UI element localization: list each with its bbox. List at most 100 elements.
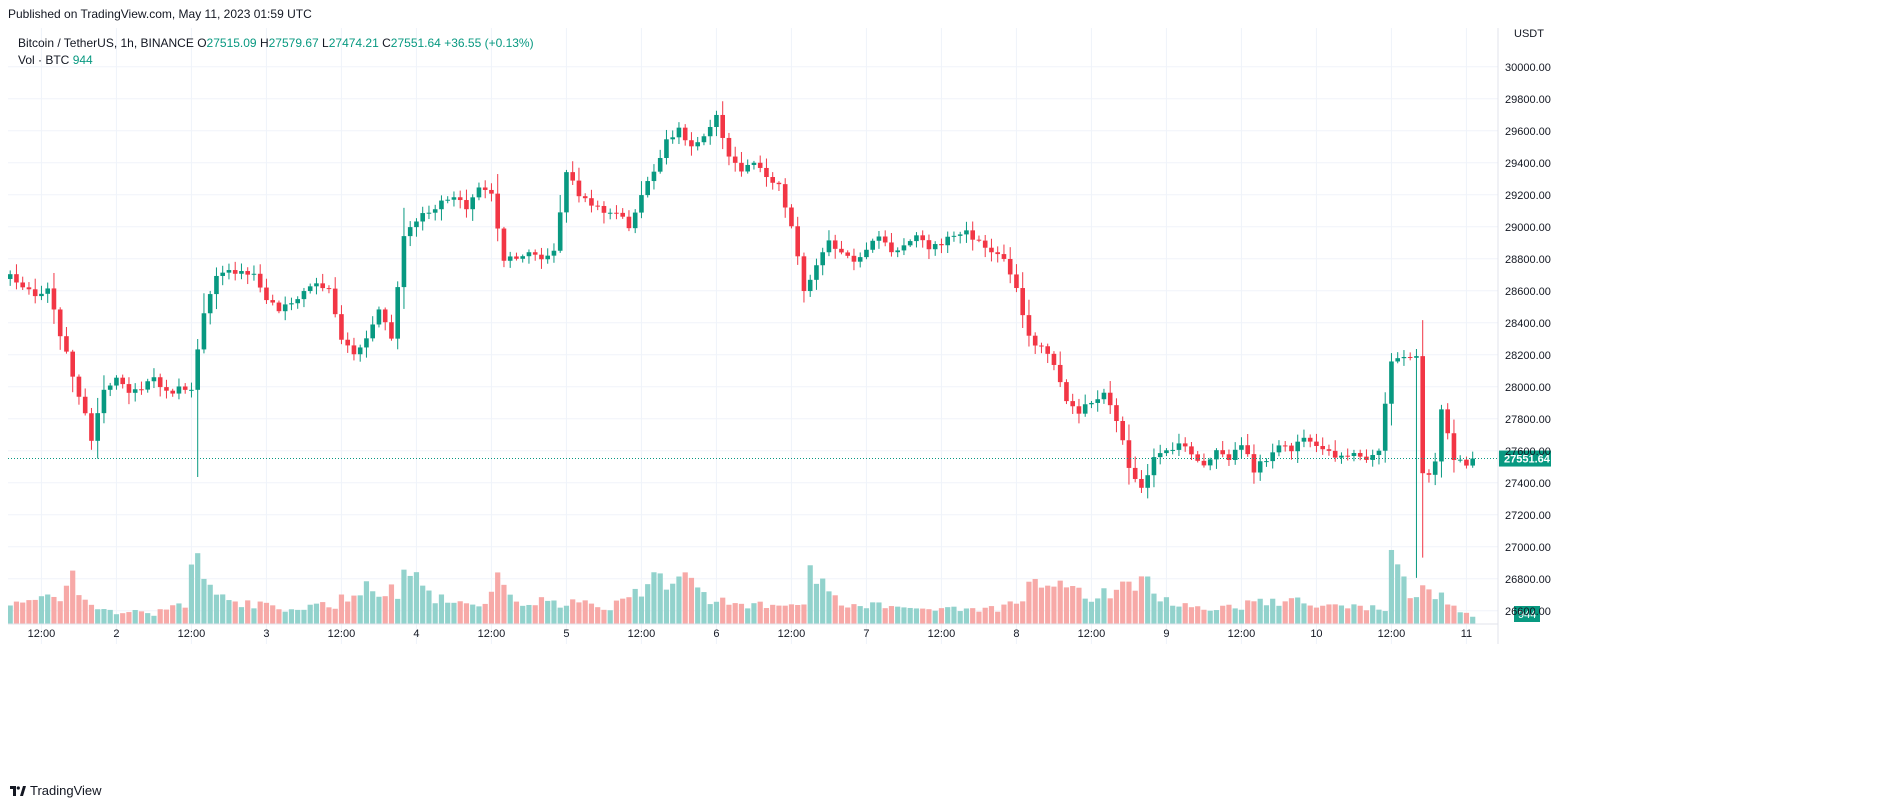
volume-bar bbox=[757, 601, 763, 624]
volume-bar bbox=[376, 596, 382, 624]
volume-bar bbox=[476, 606, 482, 624]
volume-bar bbox=[1457, 612, 1463, 624]
x-tick-label: 3 bbox=[263, 628, 269, 640]
volume-bar bbox=[1320, 605, 1326, 624]
y-tick-label: 28800.00 bbox=[1505, 254, 1551, 266]
volume-bar bbox=[813, 583, 820, 624]
x-tick-label: 12:00 bbox=[178, 628, 206, 640]
candle-body bbox=[1232, 449, 1238, 461]
volume-bar bbox=[607, 610, 613, 624]
volume-bar bbox=[1063, 587, 1070, 624]
candle-body bbox=[432, 209, 438, 213]
x-tick-label: 10 bbox=[1310, 628, 1322, 640]
tradingview-logo[interactable]: TradingView bbox=[10, 783, 102, 798]
candle-body bbox=[464, 200, 469, 210]
x-tick-label: 4 bbox=[413, 628, 419, 640]
volume-bar bbox=[1295, 597, 1301, 624]
volume-bar bbox=[13, 601, 20, 624]
volume-bar bbox=[657, 573, 663, 624]
candle-body bbox=[1132, 467, 1138, 479]
volume-bar bbox=[1138, 576, 1145, 624]
volume-bar bbox=[888, 606, 895, 624]
legend-low-label: L bbox=[322, 36, 329, 50]
candle-body bbox=[607, 212, 613, 214]
volume-bar bbox=[1213, 610, 1220, 624]
volume-bar bbox=[601, 609, 607, 624]
candle-body bbox=[1070, 401, 1075, 407]
candle-body bbox=[1045, 346, 1050, 354]
volume-bar bbox=[857, 606, 863, 624]
candle-body bbox=[1176, 443, 1182, 450]
volume-bar bbox=[107, 609, 113, 624]
candle-body bbox=[1270, 452, 1275, 462]
legend-low-value: 27474.21 bbox=[328, 36, 379, 50]
volume-bar bbox=[870, 602, 876, 624]
volume-bar bbox=[1195, 606, 1201, 624]
candle-body bbox=[1301, 437, 1307, 442]
volume-bar bbox=[688, 577, 695, 624]
volume-bar bbox=[95, 609, 101, 624]
volume-bar bbox=[582, 600, 588, 624]
volume-bar bbox=[595, 607, 601, 624]
axes[interactable]: 26600.00 26800.00 27000.00 27200.00 27400.00… bbox=[8, 28, 1551, 644]
volume-bar bbox=[1163, 597, 1170, 624]
candle-body bbox=[376, 309, 382, 325]
candle-body bbox=[632, 212, 638, 229]
volume-bar bbox=[1038, 587, 1045, 624]
volume-bar bbox=[1051, 586, 1057, 624]
x-tick-label: 12:00 bbox=[928, 628, 956, 640]
candle-body bbox=[1051, 353, 1057, 365]
volume-bar bbox=[213, 594, 220, 624]
volume-bar bbox=[1032, 578, 1038, 624]
candle-body bbox=[1314, 441, 1319, 446]
volume-bar bbox=[620, 598, 626, 624]
candle-body bbox=[489, 189, 494, 194]
candle-body bbox=[239, 271, 244, 274]
candle-body bbox=[982, 240, 988, 248]
candle-body bbox=[82, 396, 88, 414]
volume-bar bbox=[270, 605, 276, 624]
candle-body bbox=[1032, 335, 1038, 346]
candle-body bbox=[1420, 356, 1425, 474]
y-tick-label: 28600.00 bbox=[1505, 286, 1551, 298]
candle-body bbox=[857, 257, 863, 262]
volume-bar bbox=[432, 603, 438, 624]
candle-body bbox=[401, 236, 407, 288]
candle-body bbox=[20, 282, 25, 288]
volume-bar bbox=[782, 605, 788, 624]
tradingview-brand: TradingView bbox=[30, 783, 102, 798]
legend-high-value: 27579.67 bbox=[268, 36, 319, 50]
candle-body bbox=[1282, 445, 1288, 447]
candle-body bbox=[714, 114, 719, 127]
y-tick-label: 27400.00 bbox=[1505, 478, 1551, 490]
candle-body bbox=[139, 389, 144, 391]
candle-body bbox=[995, 252, 1000, 255]
volume-bar bbox=[882, 608, 888, 624]
volume-bar bbox=[413, 572, 420, 624]
candle-body bbox=[451, 197, 457, 200]
volume-bar bbox=[720, 597, 726, 624]
volume-bar bbox=[357, 595, 363, 624]
candle-body bbox=[776, 182, 782, 185]
volume-bar bbox=[526, 604, 532, 624]
candle-body bbox=[501, 228, 507, 261]
candle-body bbox=[595, 205, 600, 207]
chart-area[interactable]: 27551.64 944 26600.00 26800.00 27000.00 2720… bbox=[7, 28, 1876, 772]
legend-volume-label: Vol · BTC bbox=[18, 53, 70, 67]
volume-bar bbox=[588, 603, 595, 624]
volume-bar bbox=[76, 595, 82, 624]
volume-bar bbox=[763, 608, 770, 624]
candle-body bbox=[620, 212, 625, 217]
candle-body bbox=[557, 212, 563, 251]
volume-bar bbox=[1326, 604, 1332, 624]
y-tick-label: 27200.00 bbox=[1505, 510, 1551, 522]
candle-body bbox=[532, 252, 538, 255]
price-chart[interactable]: 27551.64 944 26600.00 26800.00 27000.00 2720… bbox=[7, 28, 1876, 772]
volume-bar bbox=[407, 575, 413, 624]
y-tick-label: 27800.00 bbox=[1505, 414, 1551, 426]
volume-bar bbox=[238, 607, 245, 624]
volume-bar bbox=[438, 594, 445, 624]
y-tick-label: 28200.00 bbox=[1505, 350, 1551, 362]
volume-bar bbox=[945, 607, 951, 624]
volume-bar bbox=[1395, 564, 1401, 624]
